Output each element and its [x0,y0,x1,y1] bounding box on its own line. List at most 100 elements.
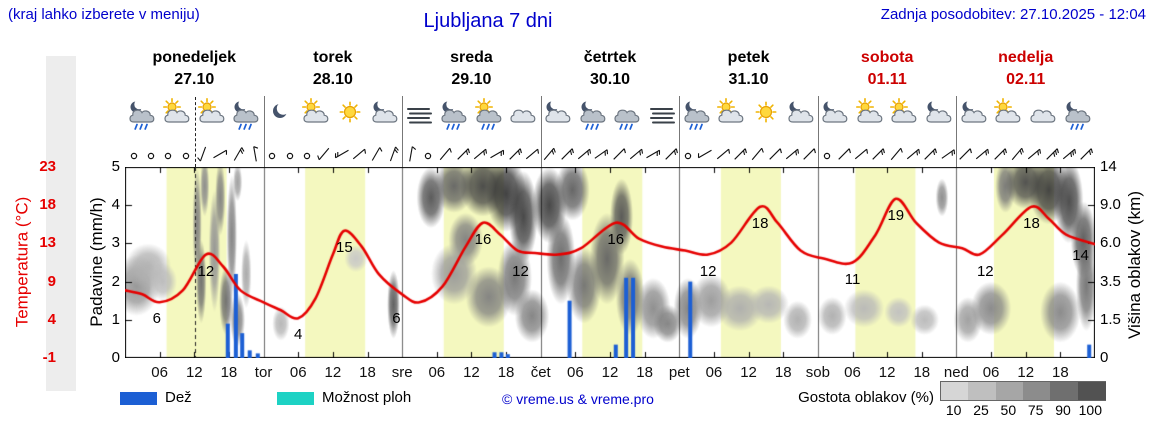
wind-calm-icon [159,145,177,163]
day-separator [540,96,542,167]
wind-barb-icon [1060,145,1078,163]
weather-icon-fog [646,98,678,132]
density-step-label: 25 [973,402,989,418]
time-tick-label: 18 [913,364,931,381]
weather-icon-sun [750,98,782,132]
day-abbrev-label: pet [668,364,690,381]
wind-barb-icon [384,145,402,163]
wind-barb-icon [766,145,784,163]
day-abbrev-label: sob [805,364,830,381]
density-step-swatch [1077,382,1106,400]
wind-calm-icon [679,145,697,163]
temp-value-label: 15 [336,238,353,256]
wind-calm-icon [419,145,437,163]
wind-calm-icon [281,145,299,163]
day-name: sreda [450,49,493,66]
temp-value-label: 14 [1072,246,1089,264]
wind-barb-icon [333,145,351,163]
day-date: 30.10 [589,71,631,88]
time-tick-label: 06 [567,364,584,381]
temp-value-label: 19 [887,206,905,224]
weather-icon-sun-cloud [992,98,1024,132]
wind-calm-icon [177,145,195,163]
weather-icon-sun-cloud-rain [473,98,505,132]
precip-axis-tick: 3 [111,234,120,252]
time-tick-label: 06 [428,364,446,381]
wind-barb-icon [1025,145,1043,163]
weather-icon-sun-cloud [888,98,920,132]
wind-barb-icon [367,145,385,163]
wind-barb-icon [800,145,818,163]
weather-icon-cloud-rain [611,98,643,132]
copyright-link[interactable]: © vreme.us & vreme.pro [502,391,654,407]
wind-barb-icon [211,145,229,163]
wind-barb-icon [229,145,247,163]
cloud-axis-tick: 1.5 [1100,310,1121,328]
weather-icon-sun-cloud [300,98,332,132]
wind-barb-icon [991,145,1009,163]
wind-barb-icon [402,145,420,163]
time-tick-label: 18 [220,364,238,381]
time-tick-label: 18 [497,364,515,381]
wind-barb-icon [1008,145,1026,163]
density-step-swatch [1023,382,1051,400]
time-tick-label: 12 [740,364,757,381]
wind-barb-icon [921,145,939,163]
precip-axis-tick: 2 [111,272,120,290]
wind-barb-icon [506,145,524,163]
temp-axis-tick: -1 [42,349,56,366]
day-name: četrtek [583,49,637,66]
wind-barb-icon [246,145,264,163]
wind-barb-icon [748,145,766,163]
day-date: 01.11 [867,71,907,88]
day-separator [263,96,265,167]
time-tick-label: 18 [636,364,653,381]
wind-barb-icon [835,145,853,163]
density-step-swatch [941,382,969,400]
wind-barb-icon [887,145,905,163]
density-step-label: 50 [1000,402,1017,418]
density-step-swatch [968,382,997,400]
density-step-swatch [1050,382,1079,400]
precip-axis-tick: 4 [111,196,120,214]
time-tick-label: 12 [1017,364,1035,381]
temp-value-label: 4 [294,326,303,344]
day-name: torek [313,49,353,66]
time-tick-label: 18 [359,364,376,381]
weather-icon-moon-cloud-rain [126,98,158,132]
cloud-axis-tick: 6.0 [1100,234,1121,252]
weather-icon-moon-cloud [785,98,817,132]
wind-barb-icon [1043,145,1061,163]
wind-barb-icon [904,145,922,163]
density-step-label: 75 [1027,402,1044,418]
temp-value-label: 18 [751,214,769,232]
weather-icon-moon-cloud [542,98,574,132]
cloud-axis-tick: 0 [1100,349,1109,366]
weather-icon-moon [265,98,297,132]
cloud-axis-tick: 3.5 [1100,272,1121,290]
wind-barb-icon [471,145,489,163]
now-line-upper [194,97,196,167]
wind-barb-icon [731,145,749,163]
day-date: 29.10 [451,71,492,88]
wind-barb-icon [852,145,870,163]
time-tick-label: 18 [1052,364,1069,381]
temp-value-label: 16 [607,230,625,248]
day-abbrev-label: tor [254,364,273,381]
wind-calm-icon [298,145,316,163]
weather-icon-cloud [507,98,539,132]
time-tick-label: 12 [878,364,896,381]
wind-calm-icon [142,145,160,163]
day-name: sobota [860,49,914,66]
temp-axis-tick: 13 [39,234,56,252]
day-name: nedelja [998,49,1054,66]
day-name: petek [727,49,770,66]
temp-value-label: 11 [844,270,861,288]
precip-axis-tick: 5 [111,158,120,175]
time-tick-label: 18 [774,364,792,381]
wind-calm-icon [818,145,836,163]
weather-icon-sun-cloud [196,98,228,132]
weather-icon-sun-cloud [161,98,193,132]
time-tick-label: 06 [844,364,861,381]
